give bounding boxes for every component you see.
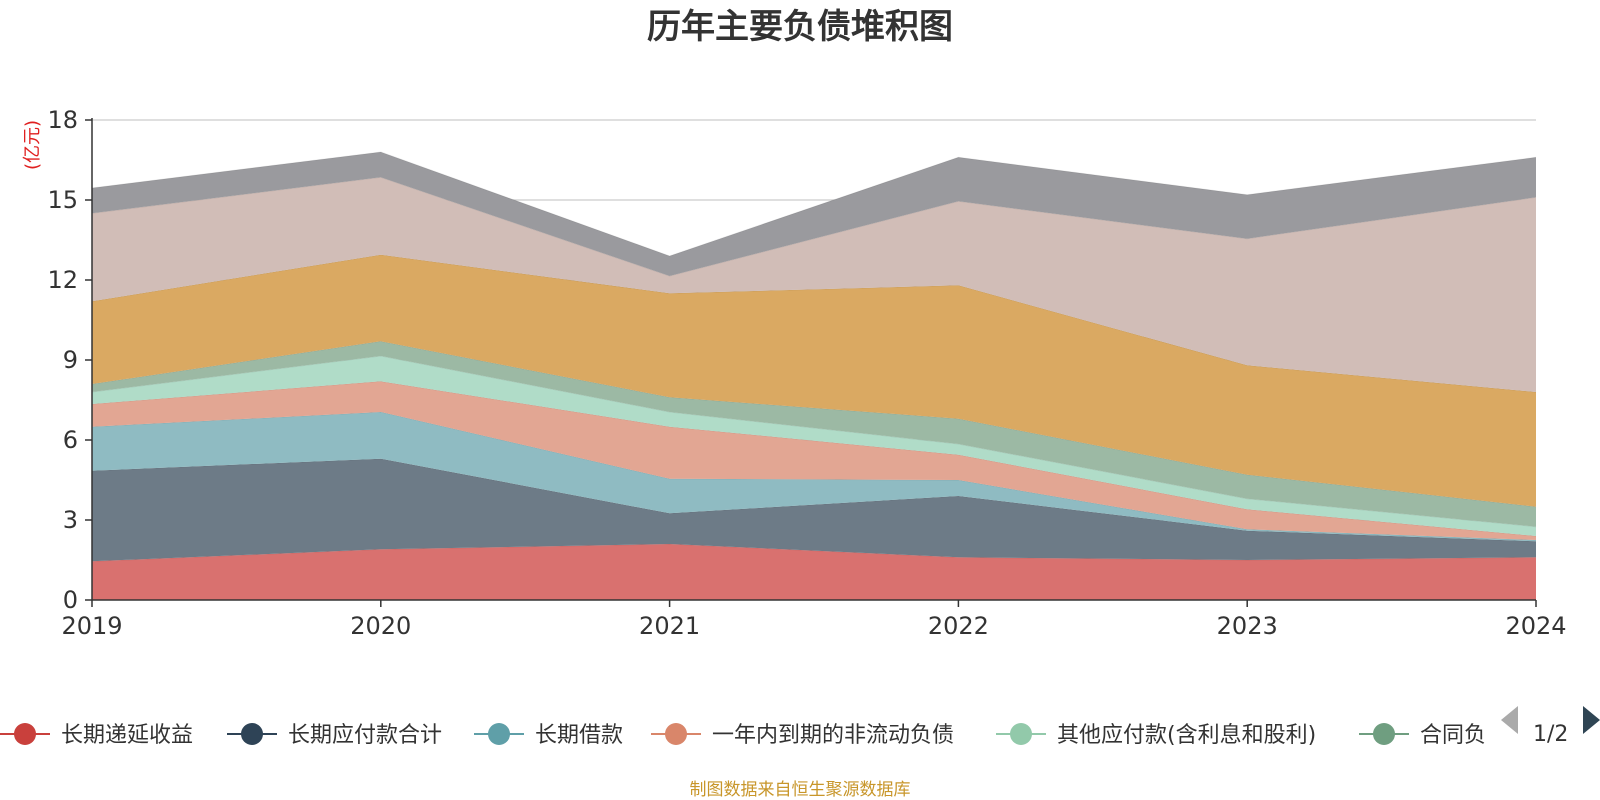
y-tick-label: 6 — [63, 426, 78, 454]
prev-page-icon[interactable] — [1501, 706, 1518, 734]
x-tick-label: 2021 — [639, 612, 700, 640]
legend-marker-icon — [14, 723, 36, 745]
area-series-3 — [92, 412, 1536, 542]
y-tick-label: 9 — [63, 346, 78, 374]
area-series — [91, 151, 1537, 600]
legend-marker-icon — [241, 723, 263, 745]
legend: 长期递延收益 长期应付款合计 长期借款 一年内到期的非流动负债 其他应付款(含利息和股利… — [0, 723, 1486, 748]
legend-label: 长期应付款合计 — [288, 723, 442, 748]
area-edge-9 — [91, 151, 1537, 257]
chart-title: 历年主要负债堆积图 — [647, 7, 953, 47]
area-series-7 — [92, 254, 1536, 507]
area-series-1 — [92, 544, 1536, 600]
data-source-note: 制图数据来自恒生聚源数据库 — [690, 780, 911, 800]
legend-marker-icon — [665, 723, 687, 745]
legend-page-indicator: 1/2 — [1533, 722, 1568, 747]
legend-label: 合同负 — [1420, 723, 1486, 748]
y-unit-label: (亿元) — [22, 120, 43, 170]
legend-pager: 1/2 — [1501, 706, 1600, 747]
legend-item[interactable]: 合同负 — [1359, 723, 1486, 748]
area-series-9 — [92, 152, 1536, 276]
y-tick-label: 15 — [47, 186, 78, 214]
legend-item[interactable]: 长期递延收益 — [0, 723, 193, 748]
legend-item[interactable]: 长期借款 — [474, 723, 623, 748]
x-tick-label: 2022 — [928, 612, 989, 640]
area-series-6 — [92, 341, 1536, 527]
area-series-8 — [92, 177, 1536, 392]
legend-label: 长期递延收益 — [61, 723, 193, 748]
area-series-4 — [92, 381, 1536, 540]
x-tick-label: 2023 — [1217, 612, 1278, 640]
x-tick-label: 2024 — [1505, 612, 1566, 640]
legend-item[interactable]: 长期应付款合计 — [227, 723, 442, 748]
legend-item[interactable]: 一年内到期的非流动负债 — [651, 723, 954, 748]
area-series-2 — [92, 458, 1536, 562]
legend-label: 其他应付款(含利息和股利) — [1057, 723, 1316, 748]
legend-marker-icon — [1010, 723, 1032, 745]
axes — [85, 118, 1537, 607]
legend-marker-icon — [1373, 723, 1395, 745]
next-page-icon[interactable] — [1583, 706, 1600, 734]
area-series-5 — [92, 356, 1536, 536]
legend-label: 长期借款 — [535, 723, 623, 748]
y-tick-label: 18 — [47, 106, 78, 134]
x-tick-label: 2020 — [350, 612, 411, 640]
y-tick-label: 12 — [47, 266, 78, 294]
tick-labels: 0 3 6 9 12 15 18 2019 2020 2021 2022 2023 2024 — [47, 106, 1566, 640]
x-tick-label: 2019 — [61, 612, 122, 640]
legend-label: 一年内到期的非流动负债 — [712, 723, 954, 748]
legend-marker-icon — [488, 723, 510, 745]
y-tick-label: 3 — [63, 506, 78, 534]
legend-item[interactable]: 其他应付款(含利息和股利) — [996, 723, 1316, 748]
y-tick-label: 0 — [63, 586, 78, 614]
